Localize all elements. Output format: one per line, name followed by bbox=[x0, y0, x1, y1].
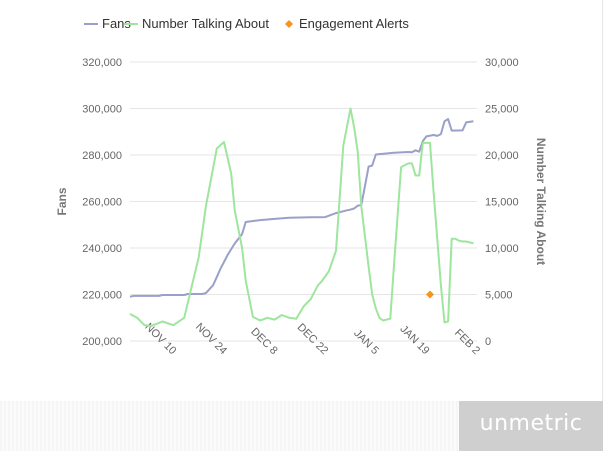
y-right-tick-label: 20,000 bbox=[485, 150, 519, 162]
chart-card: 200,000 220,000 240,000 260,000 280,000 300,0… bbox=[55, 0, 603, 401]
y-left-tick-label: 220,000 bbox=[82, 290, 122, 302]
y-left-axis-title: Fans bbox=[55, 187, 69, 215]
legend-alert-diamond bbox=[285, 20, 293, 28]
brand-logo: unmetric bbox=[459, 401, 603, 451]
y-left-tick-label: 320,000 bbox=[82, 57, 122, 69]
brand-wordmark: unmetric bbox=[479, 411, 583, 436]
y-left-tick-label: 280,000 bbox=[82, 150, 122, 162]
fans-series-line bbox=[129, 118, 474, 298]
y-right-tick-label: 10,000 bbox=[485, 243, 519, 255]
y-left-tick-label: 260,000 bbox=[82, 197, 122, 209]
x-tick-label: JAN 5 bbox=[351, 327, 381, 357]
y-right-tick-label: 25,000 bbox=[485, 104, 519, 116]
talking-about-series-line bbox=[129, 107, 474, 327]
y-left-tick-label: 240,000 bbox=[82, 243, 122, 255]
y-right-tick-label: 0 bbox=[485, 336, 491, 348]
legend-label: Engagement Alerts bbox=[299, 16, 409, 31]
y-left-tick-label: 200,000 bbox=[82, 336, 122, 348]
y-right-tick-label: 30,000 bbox=[485, 57, 519, 69]
x-tick-label: NOV 24 bbox=[193, 321, 229, 357]
x-tick-label: JAN 19 bbox=[398, 323, 432, 357]
x-tick-label: FEB 2 bbox=[452, 327, 482, 357]
y-left-tick-label: 300,000 bbox=[82, 104, 122, 116]
legend-label: Number Talking About bbox=[142, 16, 269, 31]
engagement-alert-marker bbox=[426, 290, 435, 299]
y-right-tick-label: 5,000 bbox=[485, 290, 513, 302]
legend-label: Fans bbox=[102, 16, 131, 31]
y-right-tick-label: 15,000 bbox=[485, 197, 519, 209]
chart-svg: 200,000 220,000 240,000 260,000 280,000 300,0… bbox=[55, 16, 548, 357]
y-right-axis-title: Number Talking About bbox=[534, 138, 548, 265]
x-tick-label: DEC 22 bbox=[295, 321, 331, 357]
